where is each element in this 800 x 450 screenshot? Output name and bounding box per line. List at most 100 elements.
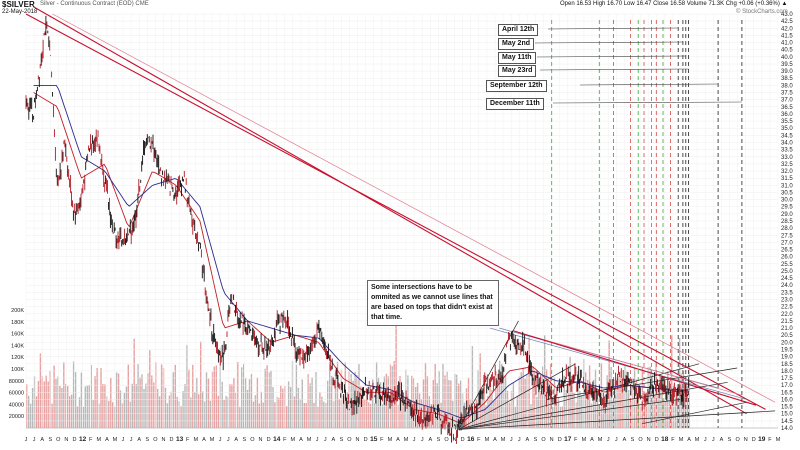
x-tick-label: J [421,437,424,443]
x-tick-label: D [170,437,174,443]
volume-bar [561,406,563,428]
x-tick-label: J [122,437,125,443]
volume-bar [540,390,542,428]
volume-bar [614,395,616,428]
volume-bar [266,365,268,428]
symbol-title: $SILVER [2,0,35,9]
price-tick-label: 17.5 [781,376,793,382]
price-tick-label: 30.0 [781,198,793,204]
price-tick-label: 14.0 [781,426,793,432]
volume-bar [358,364,360,428]
volume-bar [117,373,120,428]
volume-bar [645,392,647,428]
volume-bar [291,361,294,428]
volume-bar [514,407,517,428]
x-tick-label: M [582,437,587,443]
volume-bar [530,404,532,428]
x-tick-label: F [574,437,578,443]
volume-bar [192,364,194,428]
x-tick-label: N [744,437,748,443]
volume-bar [391,366,393,428]
volume-bar [411,375,413,428]
volume-bar [151,375,153,428]
volume-bar [573,392,575,428]
volume-bar [321,396,323,428]
x-tick-label: S [631,437,635,443]
volume-bar [274,402,276,428]
volume-bar [557,396,560,428]
x-tick-label: A [720,437,724,443]
x-tick-label: N [64,437,68,443]
x-tick-label: O [153,437,158,443]
volume-bar [463,402,466,428]
x-tick-label: N [550,437,554,443]
volume-axis: 200K 180K 160K 140K 120K 100K 80000 60000 40000 2… [9,308,25,420]
volume-bar [147,373,149,428]
volume-bar [678,338,681,428]
volume-bar [301,379,303,428]
x-tick-label: A [396,437,400,443]
x-tick-label: M [501,437,506,443]
x-tick-label: 12 [79,436,87,443]
volume-bar [256,377,259,428]
volume-bar [501,364,503,428]
volume-bar [362,390,364,428]
volume-bar [178,401,180,428]
volume-bar [180,406,182,428]
price-tick-label: 28.0 [781,226,793,232]
volume-tick-label: 160K [11,332,24,338]
x-tick-label: A [493,437,497,443]
volume-bar [57,376,59,428]
volume-bar [305,403,307,428]
volume-bar [67,386,69,428]
volume-bar [135,383,137,428]
x-tick-label: F [186,437,190,443]
x-tick-label: O [541,437,546,443]
volume-bar [563,375,565,428]
x-tick-label: F [477,437,481,443]
volume-bar [653,395,655,428]
volume-bar [422,379,425,428]
x-tick-label: O [735,437,740,443]
price-tick-label: 38.5 [781,76,793,82]
volume-bar [504,375,507,428]
callout-september-12: September 12th [486,80,547,92]
volume-bar [317,407,319,428]
volume-bar [473,405,475,428]
x-tick-label: J [712,437,715,443]
moving-averages [33,84,689,424]
volume-bar [330,375,333,428]
x-tick-label: 19 [758,436,766,443]
volume-bar [80,372,83,428]
x-tick-label: M [307,437,312,443]
volume-tick-label: 40000 [9,402,24,408]
price-tick-label: 40.5 [781,48,793,54]
volume-bar [258,403,260,428]
price-tick-label: 41.0 [781,41,793,47]
volume-bar [213,366,215,428]
trend-line [489,327,747,400]
volume-bar [432,380,434,428]
volume-bar [145,383,147,428]
volume-bar [452,400,454,428]
x-tick-label: D [364,437,368,443]
volume-bar [622,389,624,428]
volume-bar [657,391,659,428]
volume-bar [102,384,104,428]
volume-bar [368,402,370,428]
price-tick-label: 24.5 [781,276,793,282]
volume-bar [198,394,200,428]
volume-bar [532,366,534,428]
callout-april-12: April 12th [498,24,539,36]
volume-bars [26,325,690,428]
volume-bar [92,400,94,428]
volume-bar [538,378,540,428]
volume-bar [190,397,192,428]
volume-bar [229,384,231,428]
volume-bar [59,386,61,428]
price-tick-label: 42.0 [781,26,793,32]
volume-bar [65,383,67,428]
x-tick-label: D [461,437,465,443]
x-tick-label: F [768,437,772,443]
